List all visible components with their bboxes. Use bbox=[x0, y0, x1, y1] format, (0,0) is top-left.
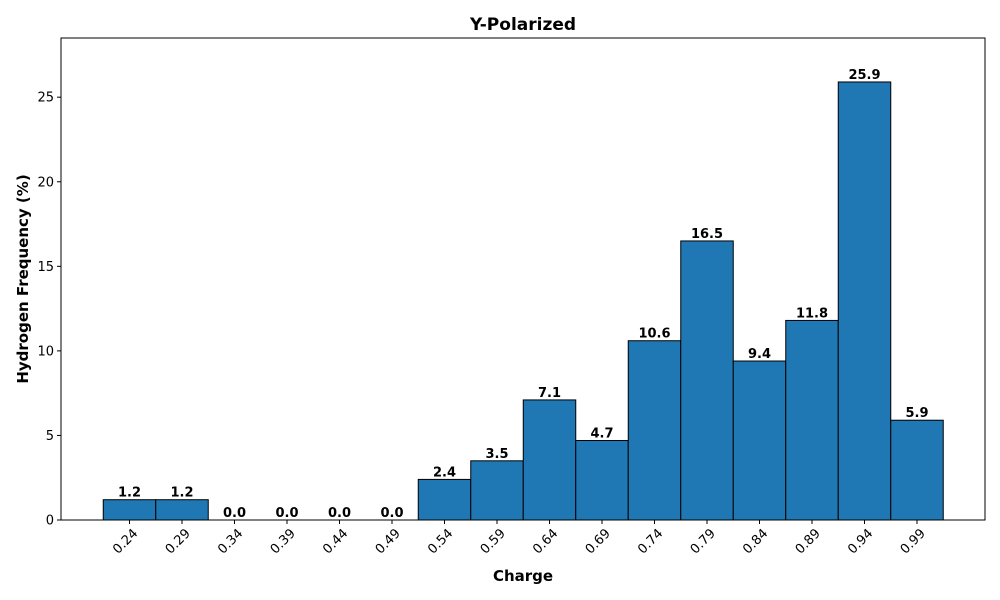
x-tick-label: 0.49 bbox=[373, 526, 404, 557]
x-tick-label: 0.54 bbox=[425, 526, 456, 557]
y-tick-label: 5 bbox=[46, 429, 54, 444]
x-axis-label: Charge bbox=[493, 567, 553, 585]
data-label-0.44: 0.0 bbox=[328, 506, 351, 521]
data-label-0.64: 7.1 bbox=[538, 386, 561, 401]
data-label-0.99: 5.9 bbox=[905, 406, 928, 421]
y-axis-label: Hydrogen Frequency (%) bbox=[14, 174, 32, 383]
bar-0.74 bbox=[627, 340, 682, 521]
bar-0.59 bbox=[470, 460, 524, 521]
x-tick-label: 0.59 bbox=[478, 526, 509, 557]
y-tick-label: 20 bbox=[37, 175, 54, 190]
data-label-0.69: 4.7 bbox=[590, 427, 613, 442]
chart-title: Y-Polarized bbox=[469, 15, 576, 35]
x-tick-label: 0.69 bbox=[583, 526, 614, 557]
bar-0.64 bbox=[522, 399, 577, 521]
data-label-0.39: 0.0 bbox=[275, 506, 298, 521]
x-tick-label: 0.79 bbox=[688, 526, 719, 557]
bar-0.94 bbox=[837, 81, 892, 521]
data-label-0.59: 3.5 bbox=[485, 447, 508, 462]
data-label-0.94: 25.9 bbox=[848, 68, 880, 83]
bar-0.89 bbox=[785, 319, 839, 521]
data-label-0.89: 11.8 bbox=[796, 306, 828, 321]
data-label-0.29: 1.2 bbox=[170, 486, 193, 501]
x-tick-label: 0.34 bbox=[215, 526, 246, 557]
y-tick-label: 10 bbox=[37, 344, 54, 359]
bar-0.79 bbox=[680, 240, 734, 521]
x-axis-ticks: 0.24 0.29 0.34 0.39 0.44 0.49 0.54 0.59 0.64 0.69… bbox=[110, 520, 929, 557]
data-label-0.79: 16.5 bbox=[691, 227, 723, 242]
x-tick-label: 0.44 bbox=[320, 526, 351, 557]
bar-0.54 bbox=[417, 478, 472, 521]
y-tick-label: 25 bbox=[37, 91, 54, 106]
y-axis-ticks: 0 5 10 15 20 25 bbox=[37, 91, 61, 529]
x-tick-label: 0.24 bbox=[110, 526, 141, 557]
y-tick-label: 0 bbox=[46, 514, 54, 529]
data-label-0.74: 10.6 bbox=[638, 327, 670, 342]
data-label-0.54: 2.4 bbox=[433, 465, 456, 480]
bar-0.24 bbox=[102, 499, 157, 521]
bar-0.69 bbox=[575, 440, 629, 521]
data-labels-group: 1.2 1.2 0.0 0.0 0.0 0.0 2.4 3.5 7.1 4.7 10.6 16.5 9.… bbox=[118, 68, 929, 521]
bar-0.84 bbox=[732, 360, 787, 521]
x-tick-label: 0.64 bbox=[530, 526, 561, 557]
y-tick-label: 15 bbox=[37, 260, 54, 275]
data-label-0.34: 0.0 bbox=[223, 506, 246, 521]
bar-0.29 bbox=[155, 499, 209, 521]
x-tick-label: 0.74 bbox=[635, 526, 666, 557]
x-tick-label: 0.84 bbox=[740, 526, 771, 557]
bar-0.99 bbox=[890, 419, 944, 521]
x-tick-label: 0.29 bbox=[163, 526, 194, 557]
data-label-0.84: 9.4 bbox=[748, 347, 771, 362]
x-tick-label: 0.39 bbox=[268, 526, 299, 557]
x-tick-label: 0.94 bbox=[845, 526, 876, 557]
x-tick-label: 0.89 bbox=[793, 526, 824, 557]
data-label-0.49: 0.0 bbox=[380, 506, 403, 521]
bars-group bbox=[102, 81, 944, 521]
data-label-0.24: 1.2 bbox=[118, 486, 141, 501]
x-tick-label: 0.99 bbox=[898, 526, 929, 557]
plot-frame bbox=[60, 37, 986, 521]
